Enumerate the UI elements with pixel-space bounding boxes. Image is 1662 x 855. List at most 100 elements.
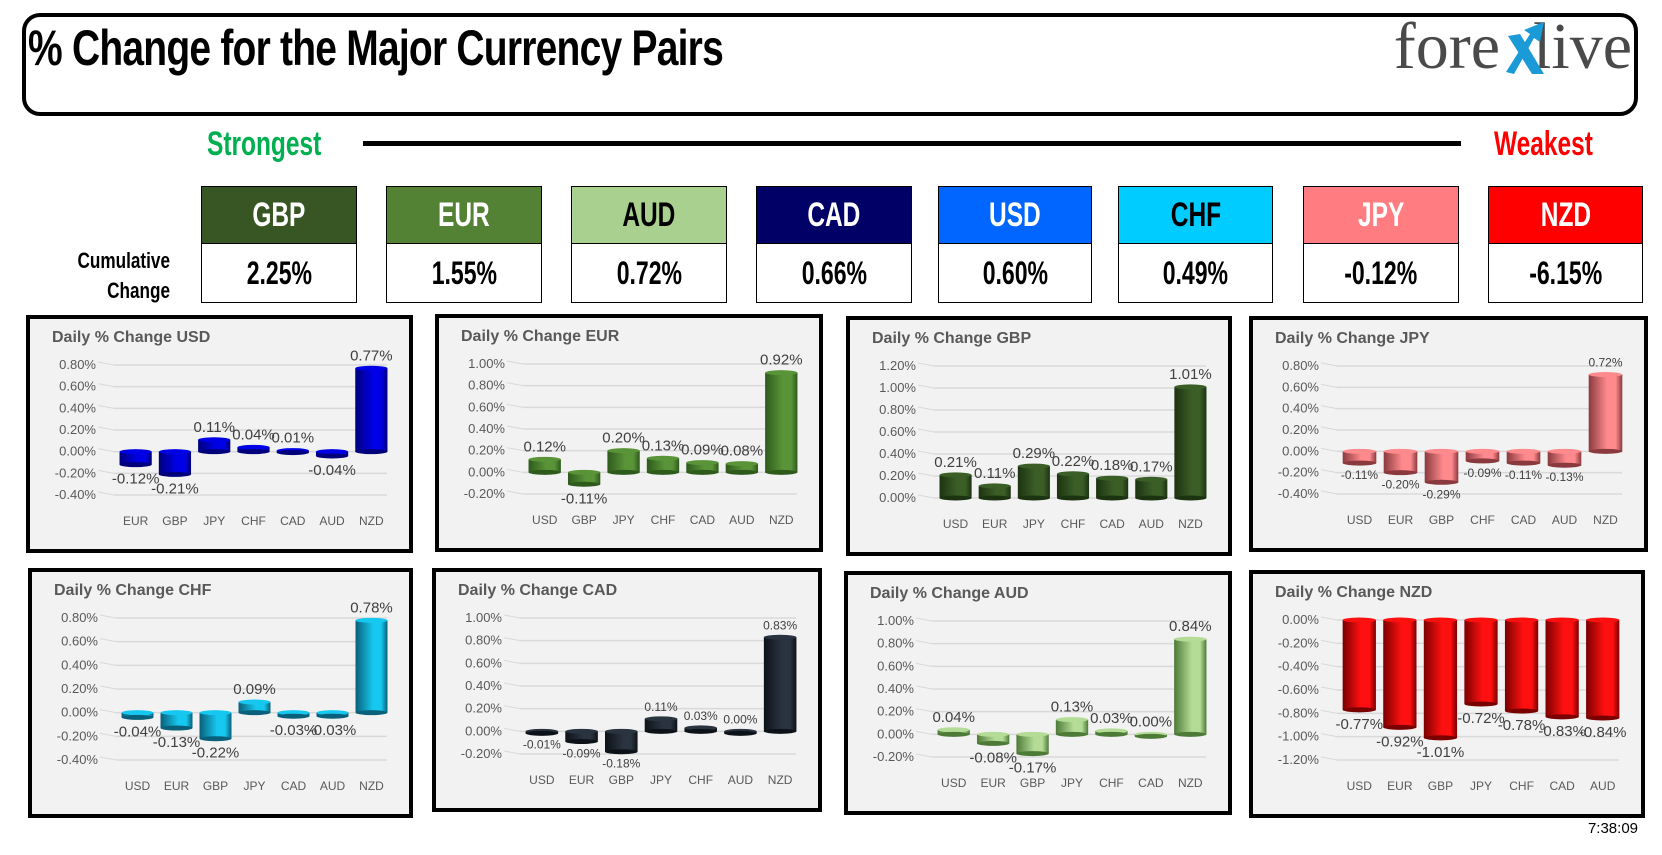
logo-arrow-x-icon: x: [1500, 12, 1545, 82]
bar-usd: [939, 472, 972, 501]
x-axis-label: CAD: [281, 779, 307, 793]
bar-chart-plot: 0.80% 0.60% 0.40% 0.20% 0.00% -0.20% -0.40% -0.…: [55, 347, 393, 528]
currency-header: CHF: [1119, 187, 1272, 244]
x-axis-label: CHF: [651, 513, 676, 527]
x-axis-label: GBP: [609, 773, 634, 787]
bar-eur: [1383, 617, 1417, 730]
x-axis-label: EUR: [164, 779, 190, 793]
bar-chart-plot: 1.00% 0.80% 0.60% 0.40% 0.20% 0.00% -0.20% -0.0…: [461, 610, 798, 787]
svg-text:1.00%: 1.00%: [468, 356, 505, 371]
svg-text:0.20%: 0.20%: [879, 468, 916, 483]
bar-nzd: [355, 365, 388, 455]
x-axis-label: NZD: [1593, 513, 1618, 527]
bar-aud: [1586, 617, 1620, 721]
bar-value-label: 0.72%: [1588, 356, 1622, 370]
x-axis-label: JPY: [243, 779, 265, 793]
bar-value-label: -0.11%: [1341, 468, 1378, 482]
svg-text:0.80%: 0.80%: [468, 378, 505, 393]
bar-eur: [1383, 448, 1418, 476]
bar-usd: [937, 727, 970, 737]
svg-text:0.20%: 0.20%: [877, 704, 914, 719]
x-axis-label: AUD: [1552, 513, 1578, 527]
svg-text:0.20%: 0.20%: [61, 681, 98, 696]
header-banner: [22, 13, 1638, 116]
x-axis-label: USD: [1347, 513, 1373, 527]
bar-value-label: 0.12%: [523, 438, 566, 455]
bar-value-label: 0.04%: [932, 709, 975, 726]
chart-usd: 0.80% 0.60% 0.40% 0.20% 0.00% -0.20% -0.40% -0.…: [26, 315, 413, 553]
logo-text-left: fore: [1393, 10, 1501, 83]
svg-text:-0.60%: -0.60%: [1278, 682, 1320, 697]
svg-text:0.80%: 0.80%: [59, 357, 96, 372]
bar-eur: [160, 710, 193, 731]
bar-value-label: -0.12%: [112, 471, 160, 488]
svg-text:-1.20%: -1.20%: [1278, 752, 1320, 767]
svg-text:0.00%: 0.00%: [468, 464, 505, 479]
bar-value-label: -0.92%: [1376, 733, 1424, 750]
bar-value-label: 0.92%: [760, 352, 803, 369]
x-axis-label: CHF: [1470, 513, 1495, 527]
bar-chart-plot: 0.80% 0.60% 0.40% 0.20% 0.00% -0.20% -0.40% -0.…: [57, 599, 393, 793]
bar-value-label: -0.11%: [561, 490, 607, 507]
svg-text:0.00%: 0.00%: [59, 444, 96, 459]
currency-value: 0.49%: [1162, 255, 1229, 291]
bar-value-label: -0.72%: [1457, 710, 1505, 727]
x-axis-label: CHF: [241, 514, 266, 528]
bar-aud: [316, 710, 349, 719]
bar-value-label: -0.18%: [602, 757, 640, 771]
x-axis-label: USD: [943, 517, 969, 531]
bar-eur: [119, 449, 152, 468]
bar-value-label: 0.11%: [194, 419, 235, 436]
x-axis-label: NZD: [1178, 517, 1203, 531]
x-axis-label: GBP: [571, 513, 596, 527]
x-axis-label: JPY: [1023, 517, 1045, 531]
bar-value-label: -0.04%: [114, 723, 162, 740]
bar-value-label: 0.00%: [723, 712, 757, 726]
chart-title: Daily % Change JPY: [1275, 330, 1430, 347]
bar-usd: [528, 456, 561, 475]
svg-text:-0.40%: -0.40%: [57, 752, 99, 767]
x-axis-label: NZD: [768, 773, 793, 787]
bar-chf: [1056, 471, 1090, 501]
bar-chf: [1465, 448, 1500, 464]
x-axis-label: GBP: [1020, 776, 1045, 790]
x-axis-label: GBP: [1429, 513, 1454, 527]
x-axis-label: CHF: [688, 773, 713, 787]
bar-value-label: -0.04%: [308, 462, 356, 479]
bar-nzd: [1174, 384, 1207, 501]
currency-header: CAD: [757, 187, 911, 244]
currency-box-usd: USD 0.60%: [938, 186, 1092, 303]
currency-header: NZD: [1489, 187, 1642, 244]
currency-value: 0.66%: [801, 255, 867, 291]
bar-aud: [724, 728, 757, 736]
bar-chf: [237, 444, 270, 455]
x-axis-label: CAD: [1099, 517, 1125, 531]
x-axis-label: CHF: [1509, 779, 1534, 793]
svg-text:0.60%: 0.60%: [468, 399, 505, 414]
bar-chart-plot: 0.80% 0.60% 0.40% 0.20% 0.00% -0.20% -0.40% -0.…: [1278, 356, 1623, 527]
currency-value: 1.55%: [431, 255, 497, 291]
x-axis-label: CAD: [1511, 513, 1537, 527]
chart-jpy: 0.80% 0.60% 0.40% 0.20% 0.00% -0.20% -0.40% -0.…: [1249, 316, 1648, 552]
bar-jpy: [607, 448, 640, 475]
svg-text:0.80%: 0.80%: [877, 636, 914, 651]
bar-usd: [1342, 617, 1376, 713]
bar-value-label: 0.03%: [1090, 710, 1133, 727]
bar-value-label: -0.03%: [270, 722, 318, 739]
chart-title: Daily % Change AUD: [870, 585, 1029, 602]
bar-jpy: [198, 437, 231, 455]
currency-value: -0.12%: [1344, 255, 1418, 291]
chart-aud: 1.00% 0.80% 0.60% 0.40% 0.20% 0.00% -0.20% 0.04…: [844, 571, 1232, 815]
bar-value-label: -0.13%: [153, 734, 201, 751]
svg-text:0.40%: 0.40%: [465, 678, 502, 693]
x-axis-label: NZD: [769, 513, 794, 527]
x-axis-label: JPY: [650, 773, 672, 787]
x-axis-label: JPY: [1061, 776, 1083, 790]
svg-text:0.20%: 0.20%: [468, 443, 505, 458]
chart-chf: 0.80% 0.60% 0.40% 0.20% 0.00% -0.20% -0.40% -0.…: [28, 568, 413, 818]
svg-text:-0.40%: -0.40%: [1278, 486, 1320, 501]
bar-gbp: [158, 449, 192, 477]
x-axis-label: EUR: [980, 776, 1006, 790]
x-axis-label: NZD: [1178, 776, 1203, 790]
bar-aud: [1547, 448, 1582, 468]
